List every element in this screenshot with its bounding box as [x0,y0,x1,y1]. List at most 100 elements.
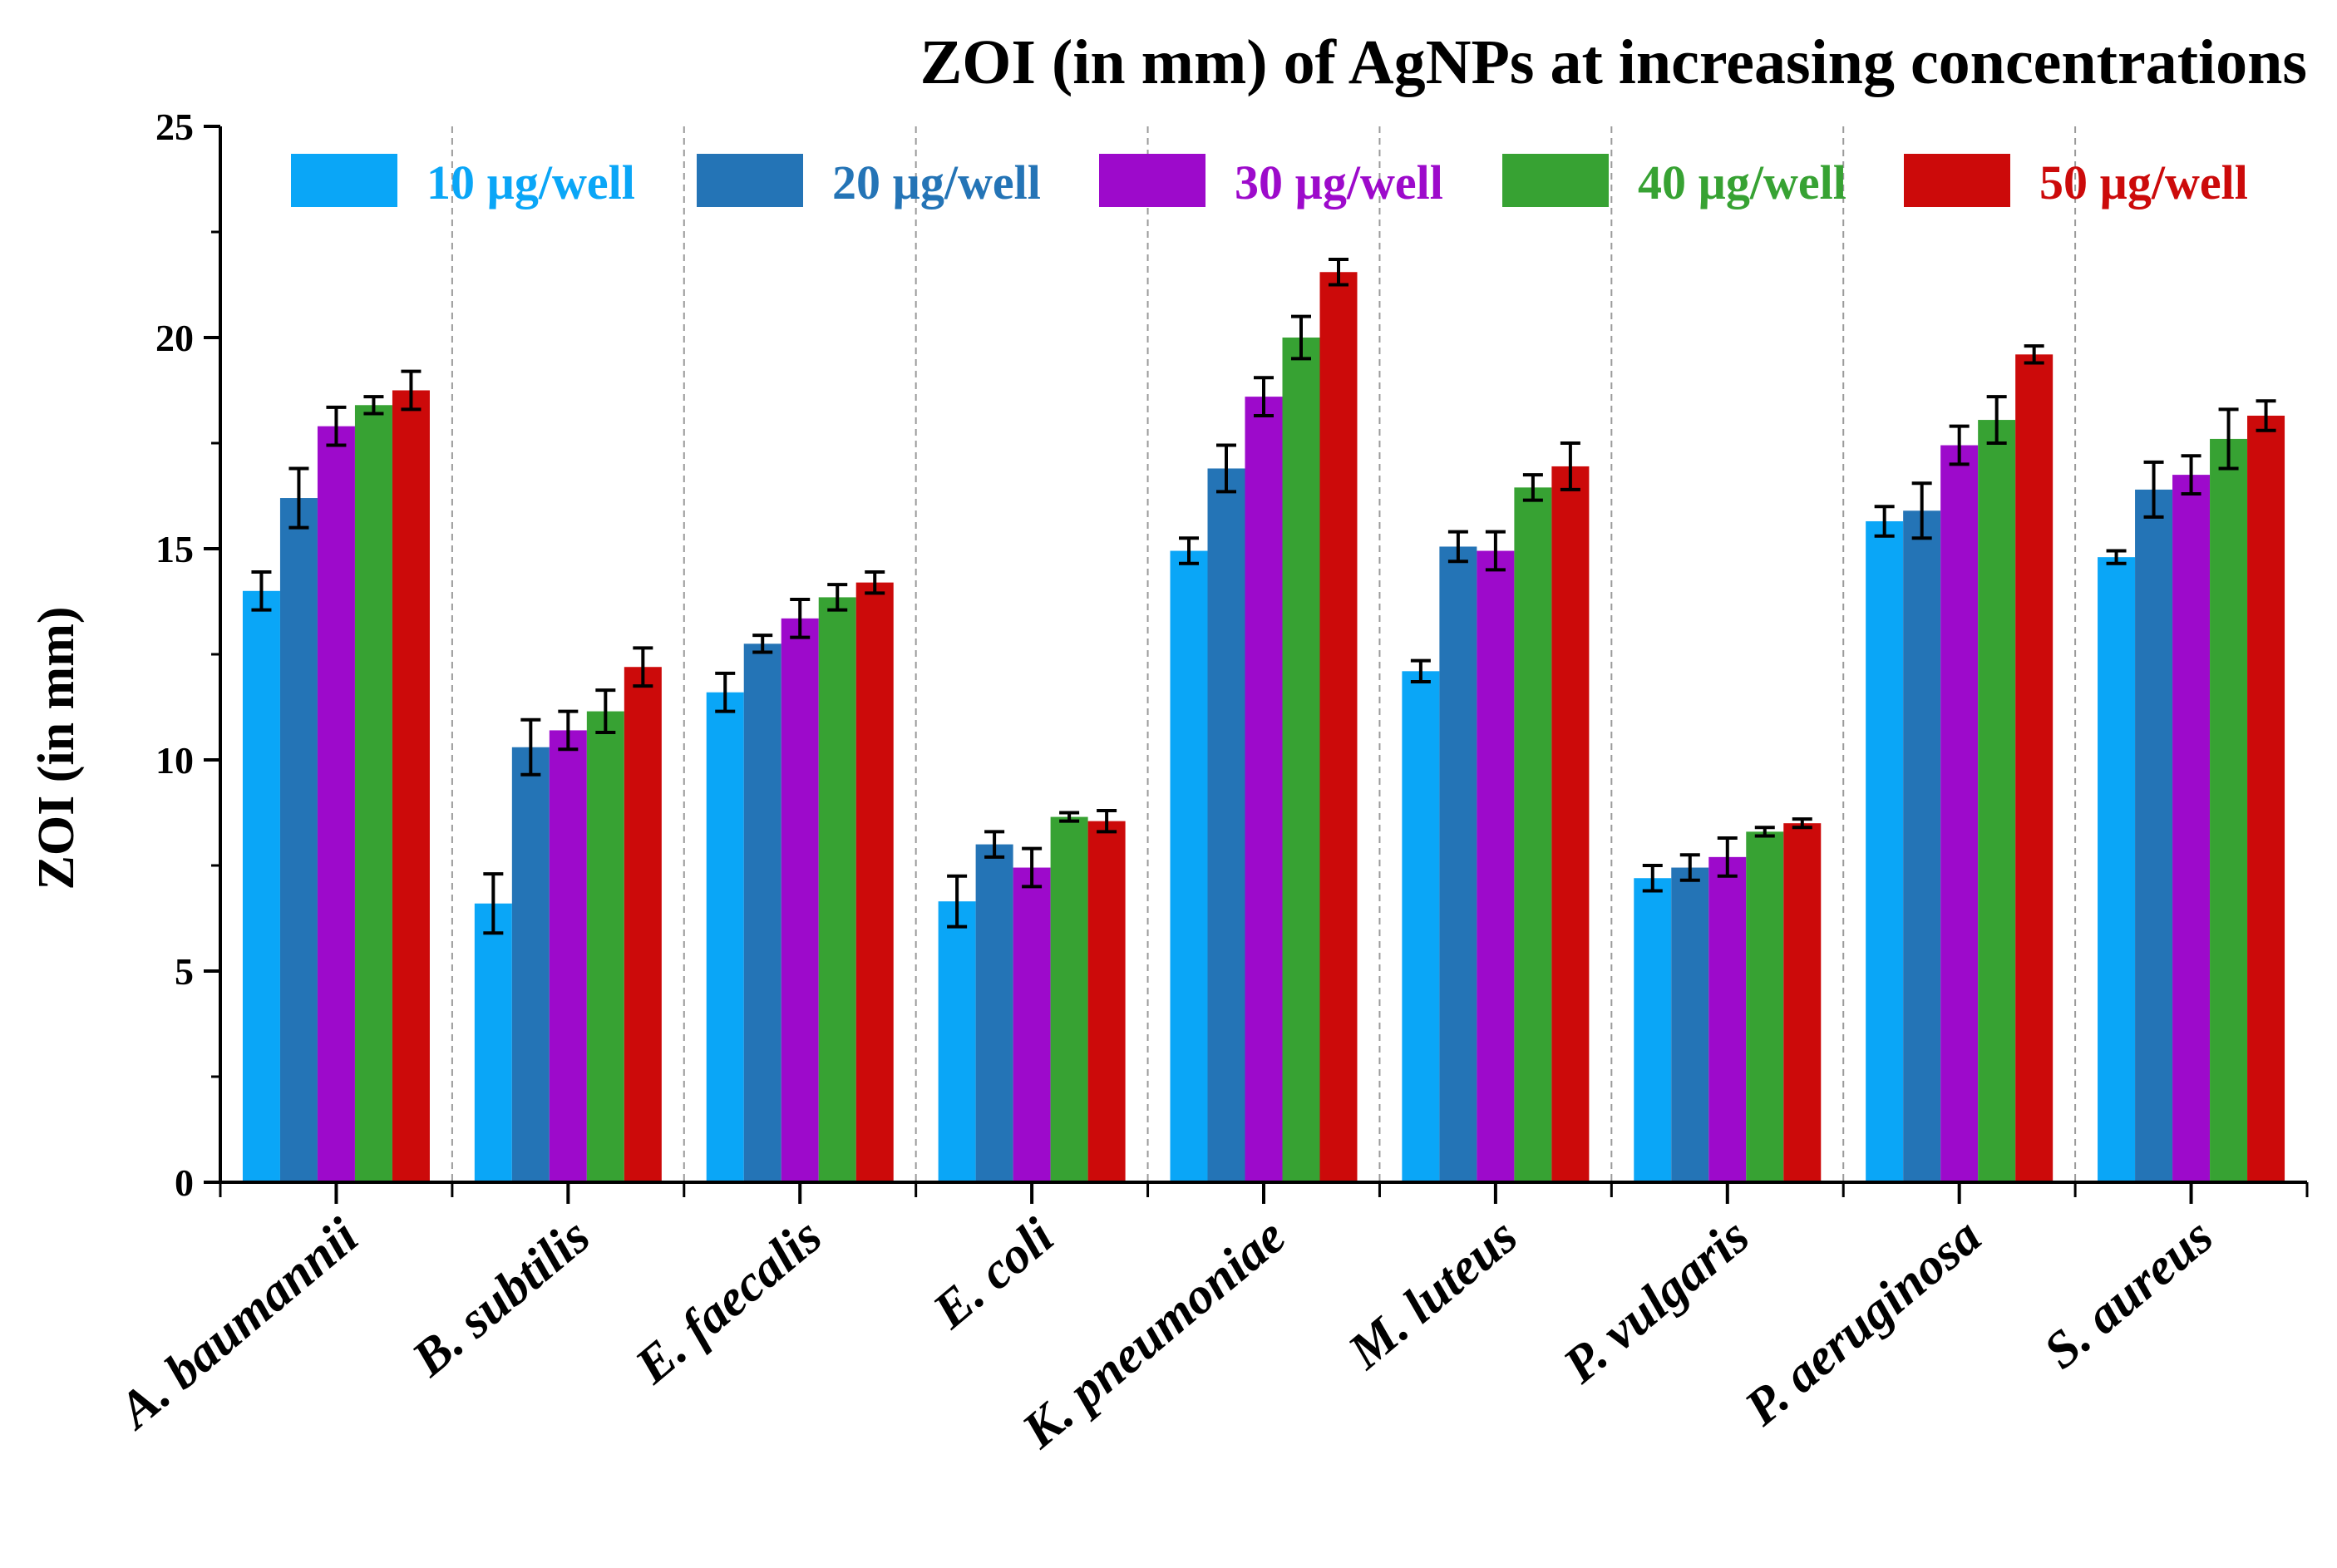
y-tick-label: 5 [175,950,194,993]
bar [1170,550,1208,1182]
y-tick-label: 10 [155,739,194,782]
error-bar [2218,407,2239,471]
legend-entry: 30 µg/well [1099,154,1443,210]
bar [1402,671,1440,1182]
error-bar [1679,853,1700,882]
error-bar [947,874,968,929]
bar [242,590,280,1182]
legend: 10 µg/well 20 µg/well 30 µg/well 40 µg/well… [291,154,2248,210]
error-bar [1986,395,2007,445]
error-bar [752,634,773,654]
error-bar [1022,846,1043,889]
bar [2247,415,2285,1183]
chart-title: ZOI (in mm) of AgNPs at increasing conce… [920,27,2307,97]
error-bar [1179,536,1199,565]
bar [1978,420,2016,1182]
bar [938,901,976,1182]
x-tick-label: B. subtilis [402,1208,601,1388]
error-bar [558,709,579,752]
error-bar [1874,505,1895,538]
y-tick-label: 20 [155,317,194,359]
x-tick-label: E. faecalis [624,1208,832,1395]
error-bar [715,671,736,713]
error-bar [2256,399,2276,432]
error-bar [633,646,653,688]
x-tick-label: A. baumannii [106,1208,368,1442]
error-bar [251,570,272,612]
bar [818,597,856,1182]
bar [511,747,550,1182]
bar [624,667,662,1182]
bar [392,390,430,1182]
x-tick-label: M. luteus [1338,1208,1528,1381]
legend-entry: 10 µg/well [291,154,635,210]
error-bar [827,583,848,612]
bar [1282,338,1320,1182]
bar [474,903,512,1182]
legend-label: 30 µg/well [1235,155,1443,210]
error-bar [1911,481,1932,540]
bar [1050,816,1088,1182]
bar [1477,550,1515,1182]
legend-label: 20 µg/well [832,155,1041,210]
bar [1245,397,1283,1182]
error-bar [2024,344,2044,365]
bar [2172,475,2211,1182]
bar [1903,510,1941,1182]
y-tick-label: 15 [155,528,194,570]
bar [1319,272,1358,1182]
bar [317,426,355,1182]
x-tick-label: P. vulgaris [1552,1208,1759,1395]
bar [855,582,894,1182]
error-bar [1949,424,1970,466]
legend-label: 40 µg/well [1638,155,1846,210]
bar [2135,489,2173,1182]
bar [1514,487,1552,1182]
bar [1551,466,1590,1182]
bar [1439,546,1477,1182]
legend-swatch [291,154,397,207]
legend-swatch [1904,154,2010,207]
error-bar [363,395,384,416]
bar [1746,831,1784,1182]
bar [975,844,1013,1182]
legend-entry: 20 µg/well [697,154,1041,210]
bar [1013,867,1051,1182]
error-bar [1291,314,1311,361]
bar [1783,823,1822,1182]
bar [1087,821,1126,1182]
error-bar [1485,530,1506,572]
y-axis-label: ZOI (in mm) [28,607,85,890]
error-bar [1522,473,1543,502]
error-bar [483,872,504,935]
error-bar [1410,658,1431,684]
bar [1634,878,1672,1182]
y-tick-label: 0 [175,1161,194,1204]
error-bar [1216,443,1236,494]
error-bar [2181,454,2201,496]
bar [2098,557,2136,1182]
error-bar [401,369,422,412]
x-tick-label: P. aeruginosa [1733,1208,1991,1437]
error-bar [1717,836,1738,878]
bar [549,730,587,1182]
error-bar [326,405,347,447]
x-tick-label: S. aureus [2034,1208,2223,1380]
legend-entry: 40 µg/well [1502,154,1846,210]
bar [1207,468,1245,1182]
bar [1866,520,1904,1182]
bars [242,258,2285,1183]
error-bar [1754,826,1775,838]
error-bar [1059,811,1080,823]
error-bar [1254,376,1274,417]
error-bar [1329,258,1348,287]
category-separators [451,126,2077,1182]
legend-label: 10 µg/well [426,155,635,210]
bar [2210,438,2248,1182]
bar [1708,856,1747,1182]
error-bar [288,466,309,530]
bar [706,692,744,1182]
error-bar [984,830,1005,859]
